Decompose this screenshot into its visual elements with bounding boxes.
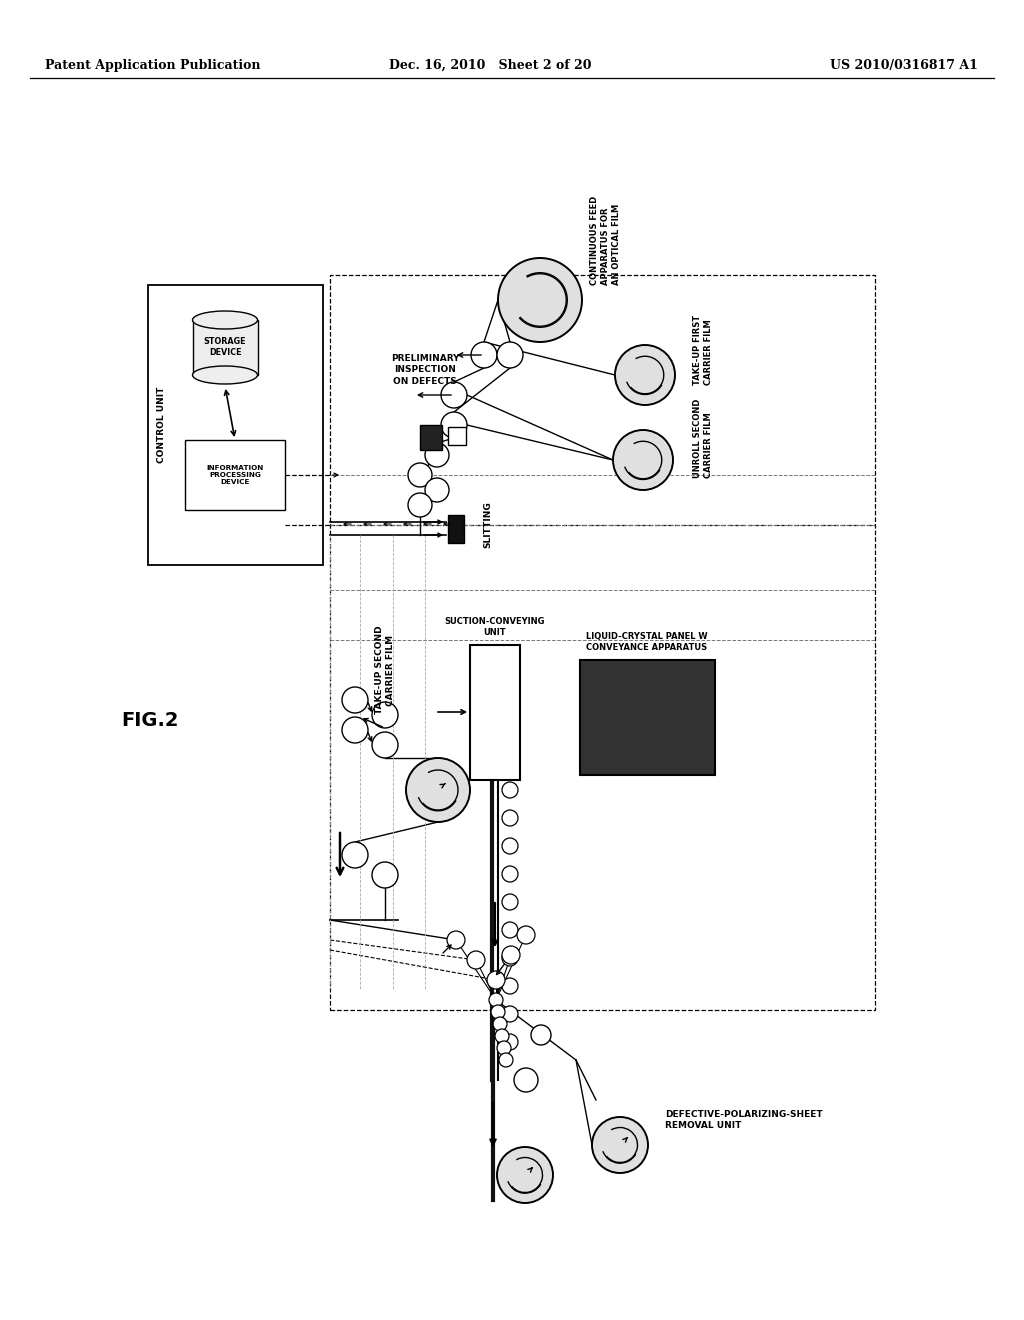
Text: Patent Application Publication: Patent Application Publication bbox=[45, 58, 260, 71]
Circle shape bbox=[615, 345, 675, 405]
Circle shape bbox=[425, 478, 449, 502]
Circle shape bbox=[502, 781, 518, 799]
Circle shape bbox=[493, 1016, 507, 1031]
Text: TAKE-UP FIRST
CARRIER FILM: TAKE-UP FIRST CARRIER FILM bbox=[693, 315, 713, 385]
Text: FIG.2: FIG.2 bbox=[121, 710, 179, 730]
Circle shape bbox=[613, 430, 673, 490]
Bar bbox=[148, 285, 323, 565]
Text: PRELIMINARY
INSPECTION
ON DEFECTS: PRELIMINARY INSPECTION ON DEFECTS bbox=[391, 354, 459, 385]
Circle shape bbox=[497, 1041, 511, 1055]
Circle shape bbox=[471, 342, 497, 368]
Text: US 2010/0316817 A1: US 2010/0316817 A1 bbox=[830, 58, 978, 71]
Circle shape bbox=[467, 950, 485, 969]
Circle shape bbox=[592, 1117, 648, 1173]
Circle shape bbox=[489, 993, 503, 1007]
Circle shape bbox=[502, 1006, 518, 1022]
Circle shape bbox=[342, 717, 368, 743]
Circle shape bbox=[502, 894, 518, 909]
Circle shape bbox=[498, 257, 582, 342]
Ellipse shape bbox=[193, 312, 257, 329]
Bar bbox=[420, 425, 442, 450]
Bar bbox=[449, 515, 464, 543]
Bar bbox=[330, 275, 874, 1010]
Circle shape bbox=[406, 758, 470, 822]
Circle shape bbox=[372, 702, 398, 729]
Circle shape bbox=[447, 931, 465, 949]
Text: TAKE-UP SECOND
CARRIER FILM: TAKE-UP SECOND CARRIER FILM bbox=[375, 626, 395, 714]
Text: LIQUID-CRYSTAL PANEL W
CONVEYANCE APPARATUS: LIQUID-CRYSTAL PANEL W CONVEYANCE APPARA… bbox=[586, 632, 708, 652]
Circle shape bbox=[517, 927, 535, 944]
Circle shape bbox=[502, 921, 518, 939]
Circle shape bbox=[531, 1026, 551, 1045]
Circle shape bbox=[342, 842, 368, 869]
Circle shape bbox=[441, 381, 467, 408]
Circle shape bbox=[425, 444, 449, 467]
Text: UNROLL SECOND
CARRIER FILM: UNROLL SECOND CARRIER FILM bbox=[693, 399, 713, 478]
Circle shape bbox=[441, 412, 467, 438]
Bar bbox=[449, 426, 466, 445]
Circle shape bbox=[495, 1030, 509, 1043]
Circle shape bbox=[502, 866, 518, 882]
Bar bbox=[185, 440, 285, 510]
Circle shape bbox=[342, 686, 368, 713]
Circle shape bbox=[502, 1034, 518, 1049]
Circle shape bbox=[502, 950, 518, 966]
Circle shape bbox=[372, 862, 398, 888]
Text: Dec. 16, 2010   Sheet 2 of 20: Dec. 16, 2010 Sheet 2 of 20 bbox=[389, 58, 591, 71]
Bar bbox=[193, 319, 258, 375]
Circle shape bbox=[497, 342, 523, 368]
Text: DEFECTIVE-POLARIZING-SHEET
REMOVAL UNIT: DEFECTIVE-POLARIZING-SHEET REMOVAL UNIT bbox=[665, 1110, 822, 1130]
Circle shape bbox=[502, 838, 518, 854]
Text: SUCTION-CONVEYING
UNIT: SUCTION-CONVEYING UNIT bbox=[444, 616, 545, 638]
Text: STORAGE
DEVICE: STORAGE DEVICE bbox=[204, 337, 246, 356]
Bar bbox=[580, 660, 715, 775]
Circle shape bbox=[499, 1053, 513, 1067]
Text: SLITTING: SLITTING bbox=[483, 502, 493, 548]
Circle shape bbox=[408, 463, 432, 487]
Text: INFORMATION
PROCESSING
DEVICE: INFORMATION PROCESSING DEVICE bbox=[207, 465, 263, 486]
Circle shape bbox=[408, 492, 432, 517]
Bar bbox=[470, 645, 520, 780]
Circle shape bbox=[487, 972, 505, 989]
Circle shape bbox=[502, 978, 518, 994]
Circle shape bbox=[502, 946, 520, 964]
Text: CONTROL UNIT: CONTROL UNIT bbox=[157, 387, 166, 463]
Circle shape bbox=[497, 1147, 553, 1203]
Circle shape bbox=[372, 733, 398, 758]
Ellipse shape bbox=[193, 366, 257, 384]
Circle shape bbox=[490, 1005, 505, 1019]
Text: CONTINUOUS FEED
APPARATUS FOR
AN OPTICAL FILM: CONTINUOUS FEED APPARATUS FOR AN OPTICAL… bbox=[590, 195, 622, 285]
Circle shape bbox=[502, 810, 518, 826]
Circle shape bbox=[514, 1068, 538, 1092]
